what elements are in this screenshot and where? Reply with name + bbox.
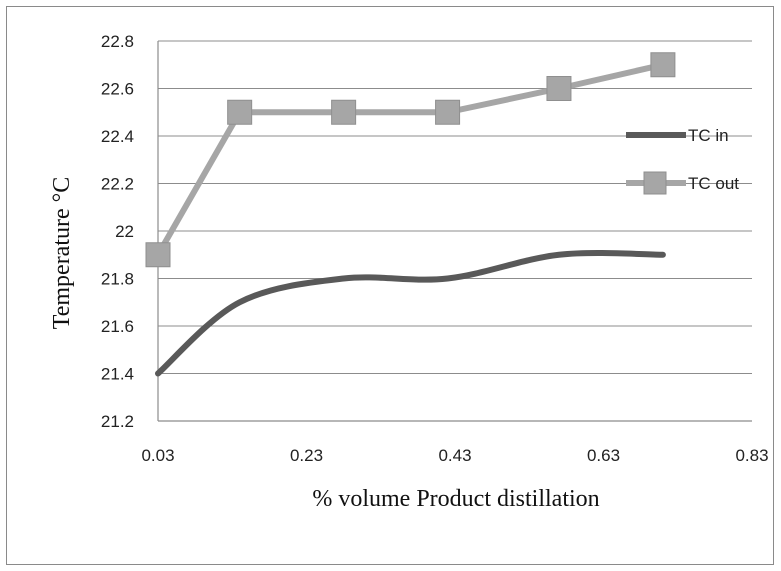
x-tick-label: 0.63	[587, 446, 620, 465]
gridlines	[158, 40, 752, 374]
data-point	[546, 76, 572, 101]
chart-frame	[6, 6, 774, 565]
y-axis-title: Temperature °C	[49, 177, 75, 330]
data-point	[435, 99, 461, 125]
y-axis-ticks: 21.2 21.4 21.6 21.8 22 22.2 22.4 22.6 22.8	[101, 32, 134, 431]
data-point	[650, 52, 676, 78]
y-tick-label: 21.4	[101, 365, 134, 384]
data-point	[145, 242, 171, 268]
plot-area	[157, 41, 752, 422]
y-tick-label: 21.6	[101, 317, 134, 336]
legend-item: TC in	[626, 126, 729, 145]
series-line	[155, 61, 666, 258]
legend-marker	[643, 171, 667, 195]
y-tick-label: 22	[115, 222, 134, 241]
x-tick-label: 0.43	[438, 446, 471, 465]
legend: TC in TC out	[626, 126, 739, 195]
y-tick-label: 21.8	[101, 270, 134, 289]
y-tick-label: 22.6	[101, 80, 134, 99]
x-tick-label: 0.23	[290, 446, 323, 465]
x-axis-title: % volume Product distillation	[312, 486, 599, 512]
y-tick-label: 22.4	[101, 127, 134, 146]
y-tick-label: 22.2	[101, 175, 134, 194]
legend-item: TC out	[626, 171, 739, 195]
x-tick-label: 0.83	[735, 446, 768, 465]
y-tick-label: 22.8	[101, 32, 134, 51]
series-layer	[145, 52, 676, 377]
y-tick-label: 21.2	[101, 412, 134, 431]
series-2	[145, 52, 676, 268]
x-tick-label: 0.03	[141, 446, 174, 465]
series-1	[155, 250, 666, 377]
data-point	[227, 99, 253, 125]
legend-label: TC in	[688, 126, 729, 145]
series-line	[155, 250, 666, 377]
x-axis-ticks: 0.03 0.23 0.43 0.63 0.83	[141, 446, 768, 465]
data-point	[331, 99, 357, 125]
legend-label: TC out	[688, 174, 739, 193]
